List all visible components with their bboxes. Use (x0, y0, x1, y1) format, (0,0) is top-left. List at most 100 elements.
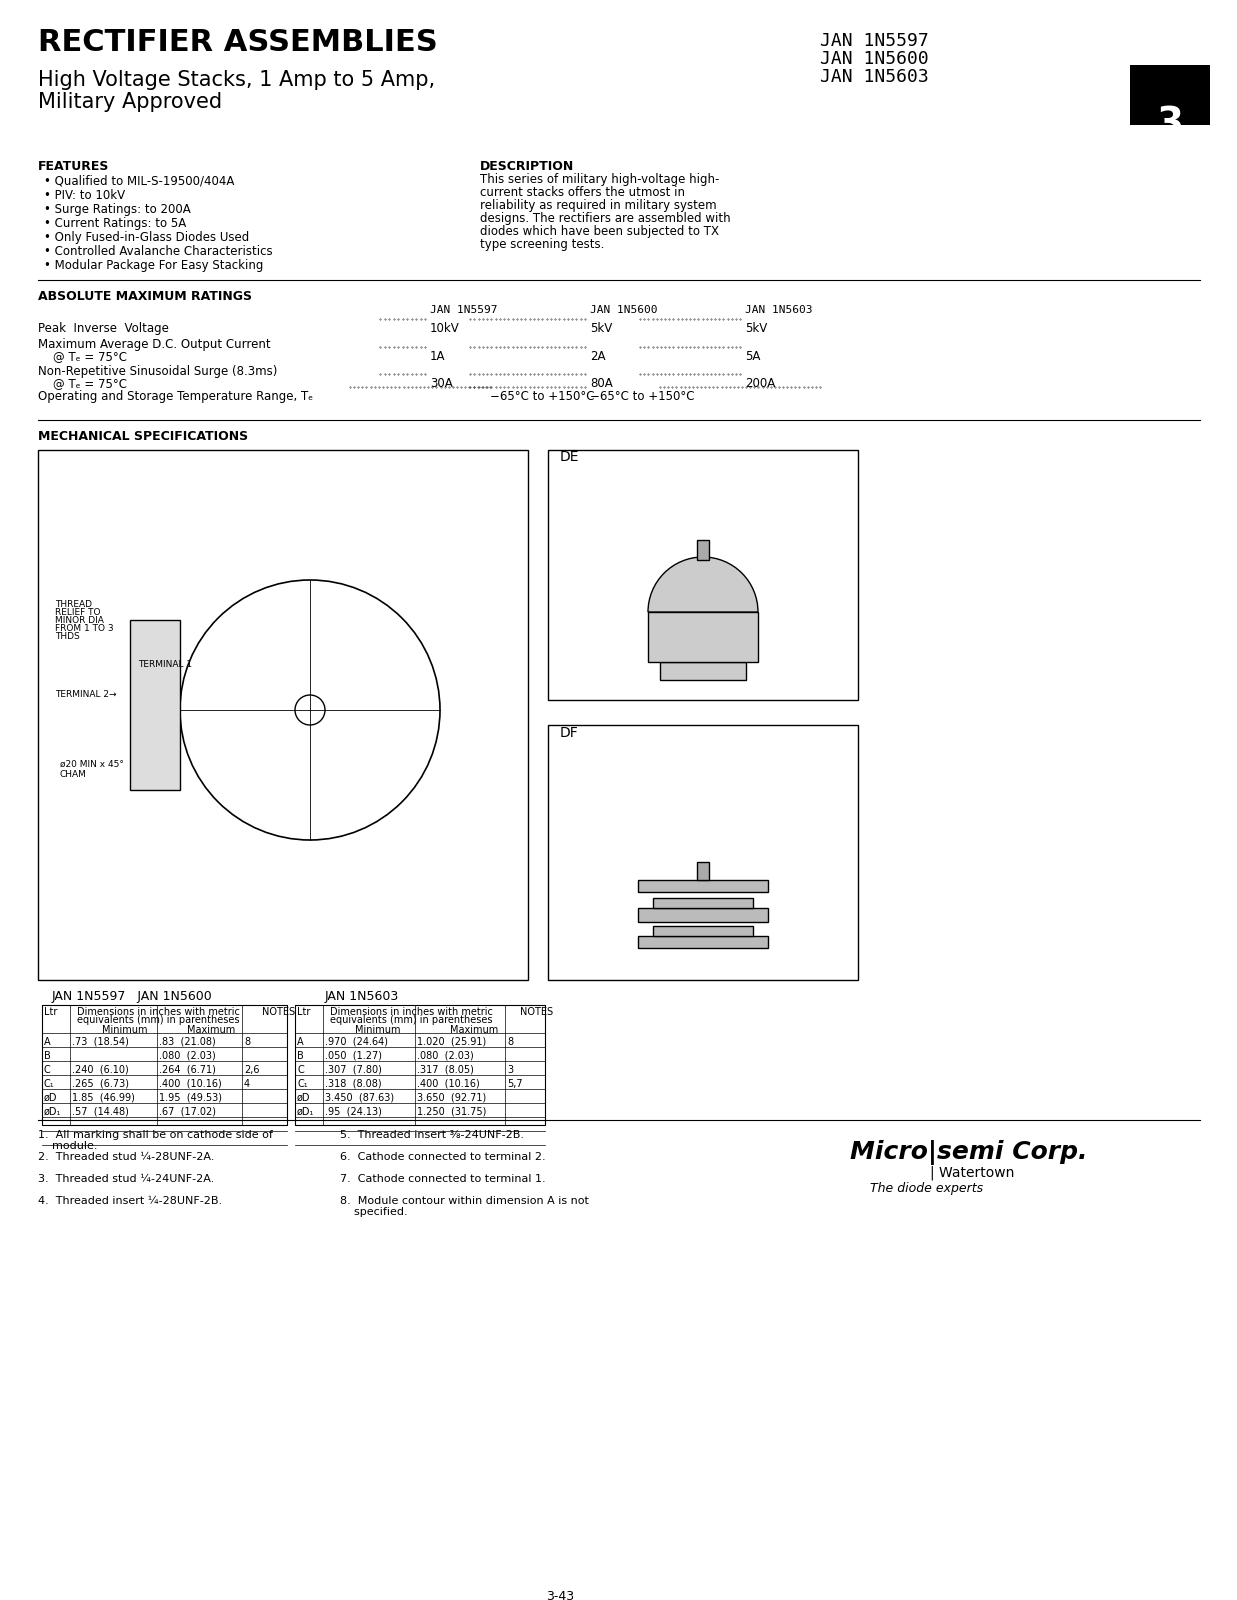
Bar (1131, 66, 1210, 125)
Text: TERMINAL 2→: TERMINAL 2→ (54, 690, 116, 699)
Text: High Voltage Stacks, 1 Amp to 5 Amp,: High Voltage Stacks, 1 Amp to 5 Amp, (38, 70, 435, 90)
Text: | Watertown: | Watertown (930, 1165, 1014, 1179)
Text: .307  (7.80): .307 (7.80) (325, 1066, 382, 1075)
Text: 1.020  (25.91): 1.020 (25.91) (417, 1037, 486, 1046)
Text: 200A: 200A (745, 378, 776, 390)
Bar (638, 909, 768, 922)
Text: 1.85  (46.99): 1.85 (46.99) (72, 1093, 135, 1102)
Text: FROM 1 TO 3: FROM 1 TO 3 (54, 624, 114, 634)
Text: 3-43: 3-43 (546, 1590, 574, 1600)
Text: 1.  All marking shall be on cathode side of: 1. All marking shall be on cathode side … (38, 1130, 273, 1139)
Text: 3: 3 (507, 1066, 513, 1075)
Text: .400  (10.16): .400 (10.16) (417, 1078, 480, 1090)
Text: Maximum: Maximum (187, 1026, 235, 1035)
Text: • Current Ratings: to 5A: • Current Ratings: to 5A (45, 218, 187, 230)
Text: A: A (45, 1037, 51, 1046)
Text: .264  (6.71): .264 (6.71) (160, 1066, 216, 1075)
Text: 2A: 2A (590, 350, 605, 363)
Text: C₁: C₁ (45, 1078, 54, 1090)
Text: 7.  Cathode connected to terminal 1.: 7. Cathode connected to terminal 1. (340, 1174, 546, 1184)
Text: 1A: 1A (430, 350, 445, 363)
Text: DF: DF (560, 726, 579, 739)
Text: .57  (14.48): .57 (14.48) (72, 1107, 129, 1117)
Text: C: C (45, 1066, 51, 1075)
Text: C₁: C₁ (297, 1078, 308, 1090)
Text: 30A: 30A (430, 378, 453, 390)
Bar (648, 611, 758, 662)
Text: Maximum: Maximum (450, 1026, 499, 1035)
Text: • Qualified to MIL-S-19500/404A: • Qualified to MIL-S-19500/404A (45, 174, 234, 187)
Text: Minimum: Minimum (355, 1026, 401, 1035)
Text: JAN 1N5603: JAN 1N5603 (820, 67, 929, 86)
Text: type screening tests.: type screening tests. (480, 238, 605, 251)
Text: RELIEF TO: RELIEF TO (54, 608, 100, 618)
Text: 5.  Threaded insert ⅜-24UNF-2B.: 5. Threaded insert ⅜-24UNF-2B. (340, 1130, 524, 1139)
Bar (130, 619, 181, 790)
Text: .95  (24.13): .95 (24.13) (325, 1107, 382, 1117)
Text: diodes which have been subjected to TX: diodes which have been subjected to TX (480, 226, 719, 238)
Text: JAN 1N5600: JAN 1N5600 (820, 50, 929, 67)
Text: ø20 MIN x 45°: ø20 MIN x 45° (61, 760, 124, 770)
Bar (696, 862, 709, 880)
Bar (638, 880, 768, 893)
Text: øD: øD (45, 1093, 57, 1102)
Text: 5kV: 5kV (590, 322, 612, 334)
Text: MECHANICAL SPECIFICATIONS: MECHANICAL SPECIFICATIONS (38, 430, 249, 443)
Text: 10kV: 10kV (430, 322, 460, 334)
Text: THDS: THDS (54, 632, 79, 642)
Text: 8: 8 (244, 1037, 250, 1046)
Text: • Modular Package For Easy Stacking: • Modular Package For Easy Stacking (45, 259, 263, 272)
Text: .050  (1.27): .050 (1.27) (325, 1051, 382, 1061)
Text: module.: module. (38, 1141, 98, 1150)
Text: Military Approved: Military Approved (38, 91, 223, 112)
Text: TERMINAL 1: TERMINAL 1 (139, 659, 192, 669)
Text: 80A: 80A (590, 378, 612, 390)
Text: Operating and Storage Temperature Range, Tₑ: Operating and Storage Temperature Range,… (38, 390, 313, 403)
Text: øD₁: øD₁ (45, 1107, 62, 1117)
Text: MINOR DIA: MINOR DIA (54, 616, 104, 626)
Text: 4: 4 (244, 1078, 250, 1090)
Text: Maximum Average D.C. Output Current: Maximum Average D.C. Output Current (38, 338, 271, 350)
Text: Dimensions in inches with metric: Dimensions in inches with metric (77, 1006, 240, 1018)
Text: 1.95  (49.53): 1.95 (49.53) (160, 1093, 221, 1102)
Text: −65°C to +150°C: −65°C to +150°C (490, 390, 595, 403)
Text: 3.650  (92.71): 3.650 (92.71) (417, 1093, 486, 1102)
Text: @ Tₑ = 75°C: @ Tₑ = 75°C (38, 350, 127, 363)
Text: CHAM: CHAM (61, 770, 87, 779)
Text: JAN 1N5603: JAN 1N5603 (325, 990, 400, 1003)
Bar (661, 662, 746, 680)
Text: Minimum: Minimum (101, 1026, 147, 1035)
Text: 5,7: 5,7 (507, 1078, 522, 1090)
Text: 3: 3 (1157, 106, 1184, 142)
Text: DE: DE (560, 450, 579, 464)
Bar (548, 725, 858, 979)
Bar (653, 898, 753, 909)
Text: .318  (8.08): .318 (8.08) (325, 1078, 382, 1090)
Text: JAN 1N5597: JAN 1N5597 (430, 306, 497, 315)
Text: 6.  Cathode connected to terminal 2.: 6. Cathode connected to terminal 2. (340, 1152, 546, 1162)
Text: 2,6: 2,6 (244, 1066, 260, 1075)
Text: reliability as required in military system: reliability as required in military syst… (480, 198, 716, 211)
Bar (294, 1005, 546, 1125)
Bar (38, 450, 528, 979)
Text: FEATURES: FEATURES (38, 160, 109, 173)
Text: • PIV: to 10kV: • PIV: to 10kV (45, 189, 125, 202)
Text: RECTIFIER ASSEMBLIES: RECTIFIER ASSEMBLIES (38, 27, 438, 58)
Text: 1.250  (31.75): 1.250 (31.75) (417, 1107, 486, 1117)
Text: B: B (297, 1051, 304, 1061)
Text: 4.  Threaded insert ¼-28UNF-2B.: 4. Threaded insert ¼-28UNF-2B. (38, 1197, 223, 1206)
Text: Dimensions in inches with metric: Dimensions in inches with metric (330, 1006, 492, 1018)
Text: Non-Repetitive Sinusoidal Surge (8.3ms): Non-Repetitive Sinusoidal Surge (8.3ms) (38, 365, 277, 378)
Text: JAN 1N5600: JAN 1N5600 (590, 306, 658, 315)
Text: Peak  Inverse  Voltage: Peak Inverse Voltage (38, 322, 169, 334)
Text: 5kV: 5kV (745, 322, 767, 334)
Text: 8.  Module contour within dimension A is not: 8. Module contour within dimension A is … (340, 1197, 589, 1206)
Text: • Only Fused-in-Glass Diodes Used: • Only Fused-in-Glass Diodes Used (45, 230, 249, 243)
Bar (653, 926, 753, 936)
Text: equivalents (mm) in parentheses: equivalents (mm) in parentheses (330, 1014, 492, 1026)
Text: Micro|semi Corp.: Micro|semi Corp. (850, 1139, 1087, 1165)
Wedge shape (648, 557, 758, 611)
Text: 5A: 5A (745, 350, 761, 363)
Text: 3.450  (87.63): 3.450 (87.63) (325, 1093, 395, 1102)
Bar (42, 1005, 287, 1125)
